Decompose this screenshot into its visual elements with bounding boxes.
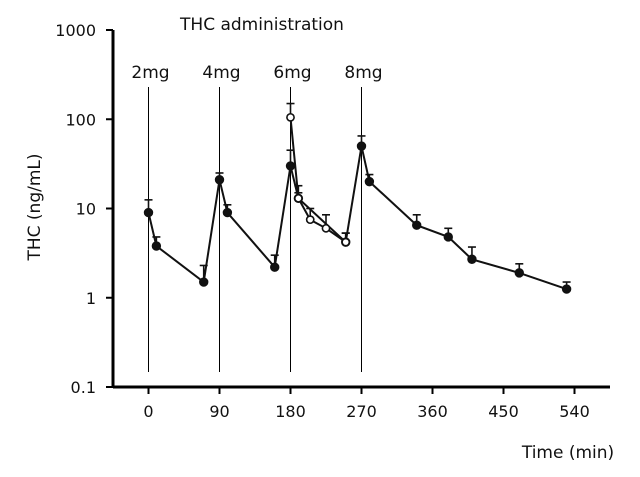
x-tick-label: 0: [143, 402, 153, 421]
series-group: [143, 102, 572, 294]
dose-label: 4mg: [202, 63, 240, 83]
data-point: [199, 277, 209, 287]
dose-label: 2mg: [131, 63, 169, 83]
x-axis-label: Time (min): [521, 443, 614, 463]
chart-title: THC administration: [179, 15, 344, 35]
data-point: [443, 232, 453, 242]
y-axis-label: THC (ng/mL): [25, 153, 45, 261]
x-tick-label: 360: [417, 402, 448, 421]
x-tick-label: 450: [488, 402, 519, 421]
y-tick-label: 0.1: [71, 378, 96, 397]
data-point: [222, 207, 233, 218]
data-point: [467, 254, 477, 264]
data-point: [285, 161, 296, 171]
series-open: [286, 102, 351, 247]
data-point: [143, 207, 154, 218]
y-tick-label: 1000: [55, 21, 96, 40]
dose-labels: 2mg 4mg 6mg 8mg: [131, 63, 382, 83]
y-tick-label: 1: [86, 289, 96, 308]
data-point: [412, 220, 422, 230]
dose-lines: [148, 87, 362, 372]
x-axis: 0 90 180 270 360 450 540: [113, 385, 610, 421]
y-tick-label: 10: [76, 200, 96, 219]
x-tick-label: 180: [275, 402, 306, 421]
data-point: [561, 284, 572, 294]
data-point-open: [286, 112, 295, 122]
dose-label: 6mg: [273, 63, 311, 83]
data-point-open: [305, 215, 315, 225]
data-point: [364, 176, 375, 187]
x-tick-label: 90: [209, 402, 229, 421]
x-tick-label: 270: [346, 402, 377, 421]
series-filled: [143, 135, 572, 294]
dose-label: 8mg: [344, 63, 382, 83]
series-line: [147, 145, 567, 291]
series-line: [289, 117, 347, 243]
data-point: [270, 262, 280, 272]
data-point: [214, 175, 225, 185]
data-point-open: [293, 193, 303, 203]
data-point: [151, 241, 162, 251]
y-tick-label: 100: [65, 110, 96, 129]
data-point: [514, 268, 524, 278]
data-point-open: [341, 237, 351, 247]
data-point-open: [321, 223, 331, 233]
y-axis: 0.1 1 10 100 1000: [55, 21, 115, 397]
data-point: [356, 141, 367, 151]
x-tick-label: 540: [559, 402, 590, 421]
